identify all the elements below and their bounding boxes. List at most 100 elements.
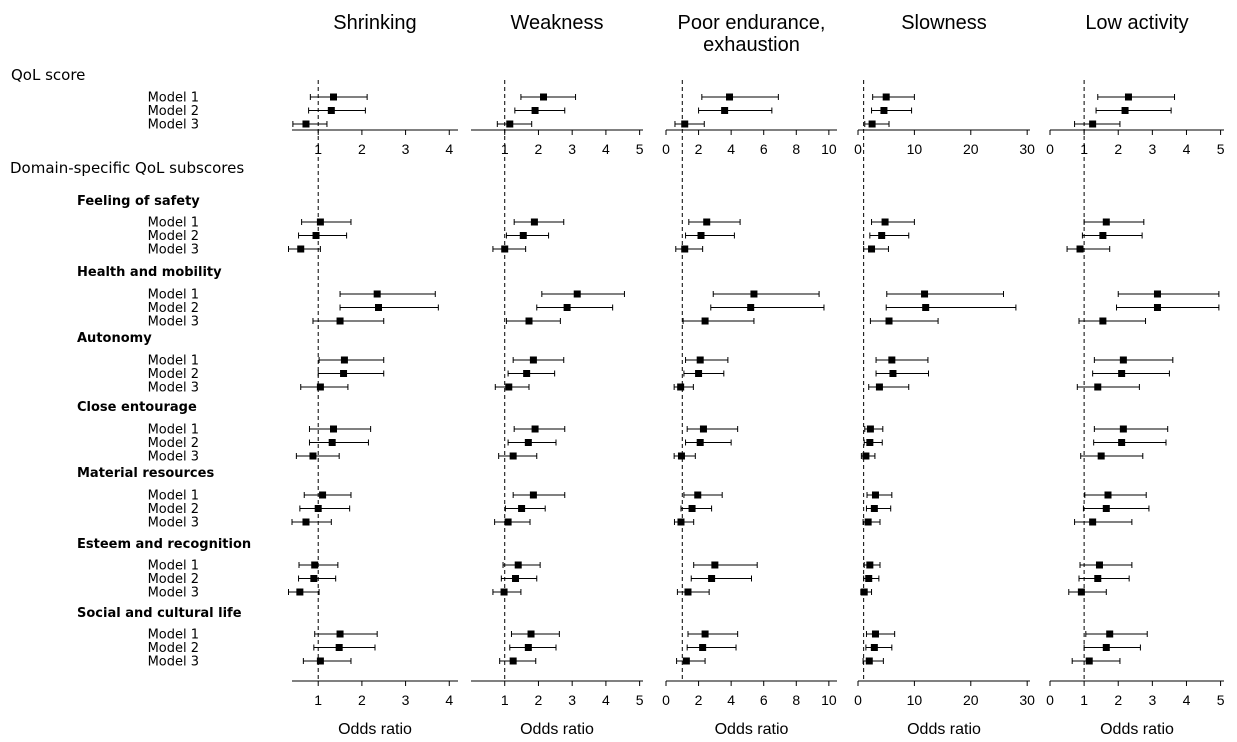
odds-ratio-point xyxy=(504,518,512,526)
odds-ratio-point xyxy=(688,505,696,512)
odds-ratio-point xyxy=(573,290,581,298)
odds-ratio-point xyxy=(505,383,513,391)
odds-ratio-point xyxy=(695,370,703,377)
odds-ratio-point xyxy=(701,317,709,325)
x-tick-label: 5 xyxy=(636,141,644,157)
model-label: Model 3 xyxy=(148,516,199,531)
domain-label: Social and cultural life xyxy=(77,606,242,621)
odds-ratio-point xyxy=(336,630,344,638)
odds-ratio-point xyxy=(721,107,729,114)
panel-title: Slowness xyxy=(901,12,987,34)
model-label: Model 2 xyxy=(148,301,199,316)
odds-ratio-point xyxy=(699,644,707,651)
odds-ratio-point xyxy=(297,245,305,253)
odds-ratio-point xyxy=(518,505,526,512)
odds-ratio-point xyxy=(677,452,685,460)
odds-ratio-point xyxy=(1102,218,1110,226)
x-tick-label: 1 xyxy=(1080,692,1088,708)
x-tick-label: 2 xyxy=(695,141,703,157)
odds-ratio-point xyxy=(682,657,690,665)
model-label: Model 2 xyxy=(148,104,199,119)
x-tick-label: 30 xyxy=(1019,692,1035,708)
odds-ratio-point xyxy=(701,630,709,638)
x-tick-label: 0 xyxy=(1046,692,1054,708)
domain-label: Feeling of safety xyxy=(77,194,200,209)
odds-ratio-point xyxy=(750,290,758,298)
x-tick-label: 1 xyxy=(1080,141,1088,157)
odds-ratio-point xyxy=(540,93,548,101)
odds-ratio-point xyxy=(681,120,689,128)
odds-ratio-point xyxy=(1102,644,1110,651)
odds-ratio-point xyxy=(860,588,868,596)
odds-ratio-point xyxy=(1119,356,1127,364)
x-tick-label: 10 xyxy=(821,692,837,708)
x-tick-label: 3 xyxy=(402,141,410,157)
odds-ratio-point xyxy=(330,425,337,433)
odds-ratio-point xyxy=(703,218,711,226)
x-tick-label: 4 xyxy=(1183,141,1191,157)
x-tick-label: 4 xyxy=(727,141,735,157)
odds-ratio-point xyxy=(514,561,522,569)
model-label: Model 3 xyxy=(148,450,199,465)
odds-ratio-point xyxy=(880,107,888,114)
x-axis-label: Odds ratio xyxy=(1100,721,1174,738)
odds-ratio-point xyxy=(312,232,320,239)
odds-ratio-point xyxy=(681,245,689,253)
odds-ratio-point xyxy=(677,383,685,391)
x-tick-label: 4 xyxy=(1183,692,1191,708)
odds-ratio-point xyxy=(1118,439,1126,446)
x-tick-label: 6 xyxy=(760,692,768,708)
x-tick-label: 0 xyxy=(854,692,862,708)
x-tick-label: 2 xyxy=(695,692,703,708)
odds-ratio-point xyxy=(866,425,874,433)
x-tick-label: 6 xyxy=(760,141,768,157)
x-tick-label: 2 xyxy=(358,692,366,708)
x-tick-label: 1 xyxy=(501,692,509,708)
x-tick-label: 4 xyxy=(602,692,610,708)
model-label: Model 2 xyxy=(148,572,199,587)
odds-ratio-point xyxy=(501,245,509,253)
odds-ratio-point xyxy=(1077,588,1085,596)
odds-ratio-point xyxy=(870,505,878,512)
x-tick-label: 3 xyxy=(568,692,576,708)
x-tick-label: 3 xyxy=(568,141,576,157)
odds-ratio-point xyxy=(1094,575,1102,582)
x-tick-label: 0 xyxy=(662,141,670,157)
odds-ratio-point xyxy=(684,588,692,596)
odds-ratio-point xyxy=(699,425,707,433)
odds-ratio-point xyxy=(1094,383,1102,391)
panel-title: Weakness xyxy=(510,12,603,34)
x-axis-label: Odds ratio xyxy=(907,721,981,738)
x-tick-label: 4 xyxy=(445,141,453,157)
odds-ratio-point xyxy=(524,439,532,446)
odds-ratio-point xyxy=(296,588,304,596)
panel-title: Low activity xyxy=(1085,12,1188,34)
x-tick-label: 0 xyxy=(662,692,670,708)
domain-label: Health and mobility xyxy=(77,265,222,280)
odds-ratio-point xyxy=(871,491,879,499)
odds-ratio-point xyxy=(881,218,889,226)
model-label: Model 1 xyxy=(148,216,199,231)
odds-ratio-point xyxy=(531,425,539,433)
x-tick-label: 10 xyxy=(907,141,923,157)
odds-ratio-point xyxy=(500,588,508,596)
odds-ratio-point xyxy=(512,575,520,582)
panel-title: Shrinking xyxy=(333,12,416,34)
odds-ratio-point xyxy=(336,317,344,325)
odds-ratio-point xyxy=(726,93,734,101)
odds-ratio-point xyxy=(524,644,532,651)
odds-ratio-point xyxy=(696,356,704,364)
odds-ratio-point xyxy=(922,304,930,311)
x-tick-label: 30 xyxy=(1019,141,1035,157)
odds-ratio-point xyxy=(530,218,538,226)
model-label: Model 3 xyxy=(148,243,199,258)
x-tick-label: 2 xyxy=(1114,141,1122,157)
model-label: Model 1 xyxy=(148,288,199,303)
model-label: Model 3 xyxy=(148,118,199,133)
x-tick-label: 5 xyxy=(1217,141,1225,157)
model-label: Model 2 xyxy=(148,641,199,656)
odds-ratio-point xyxy=(531,107,539,114)
x-tick-label: 1 xyxy=(501,141,509,157)
odds-ratio-point xyxy=(1124,93,1132,101)
x-tick-label: 4 xyxy=(445,692,453,708)
